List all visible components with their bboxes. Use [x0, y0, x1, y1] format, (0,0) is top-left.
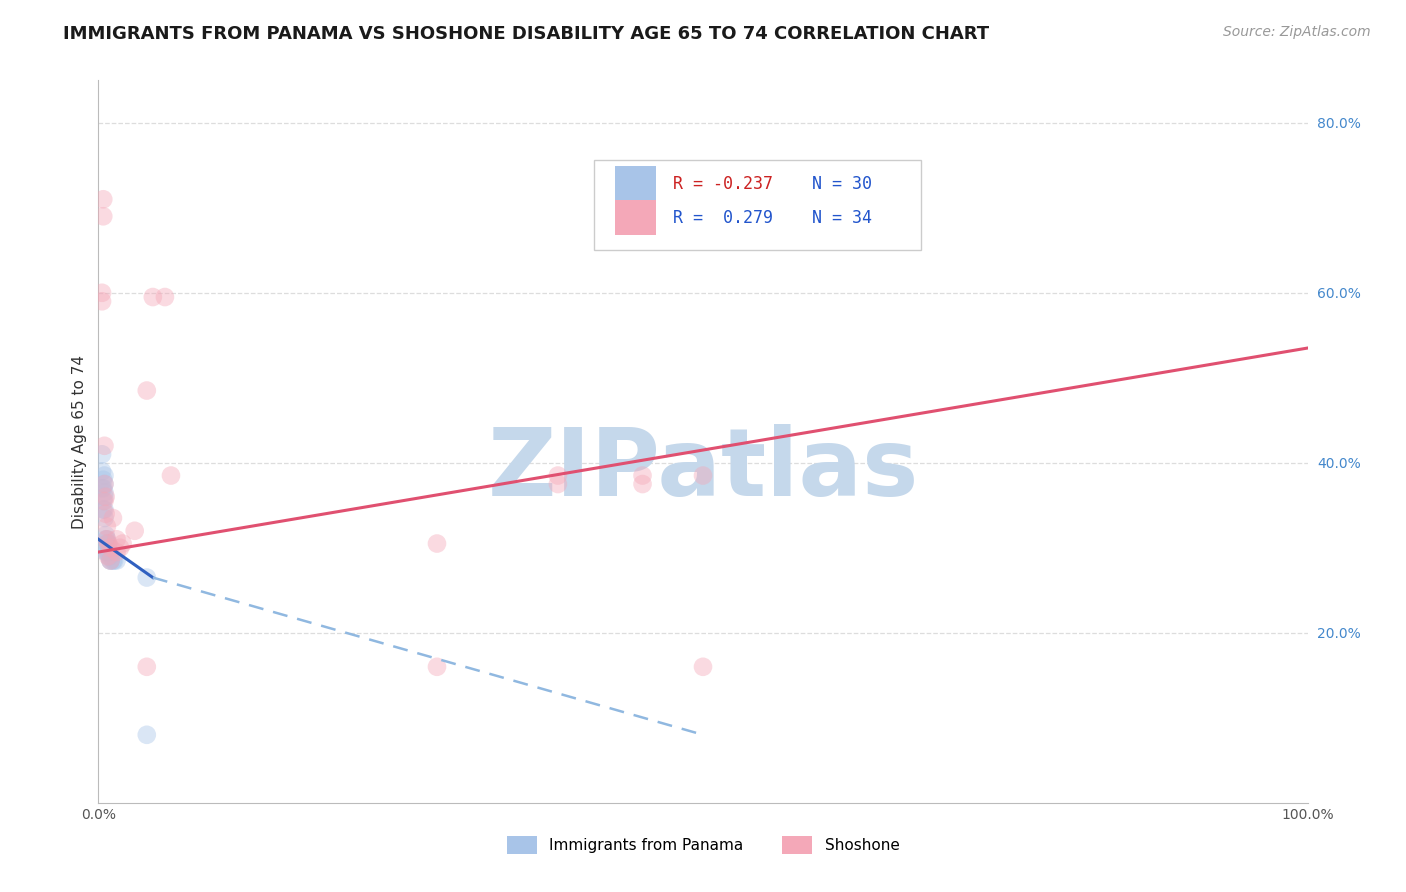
- Point: [94, 528, 117, 542]
- Text: IMMIGRANTS FROM PANAMA VS SHOSHONE DISABILITY AGE 65 TO 74 CORRELATION CHART: IMMIGRANTS FROM PANAMA VS SHOSHONE DISAB…: [63, 25, 990, 43]
- Point: [93, 439, 115, 453]
- Point: [91, 481, 114, 495]
- Point: [91, 481, 114, 495]
- Point: [94, 507, 117, 521]
- Text: R =  0.279: R = 0.279: [672, 209, 773, 227]
- Point: [91, 447, 114, 461]
- Point: [160, 468, 183, 483]
- Point: [97, 549, 120, 564]
- Point: [426, 660, 449, 674]
- Point: [96, 545, 118, 559]
- Point: [96, 519, 118, 533]
- Point: [93, 511, 115, 525]
- Point: [91, 464, 114, 478]
- Point: [93, 468, 115, 483]
- Point: [101, 511, 124, 525]
- Point: [93, 494, 115, 508]
- Point: [97, 545, 120, 559]
- Point: [96, 533, 118, 547]
- Point: [100, 541, 122, 555]
- Point: [631, 468, 654, 483]
- Point: [94, 545, 117, 559]
- Point: [91, 494, 114, 508]
- Point: [692, 468, 714, 483]
- Point: [135, 728, 157, 742]
- Point: [135, 570, 157, 584]
- FancyBboxPatch shape: [614, 166, 655, 201]
- Point: [91, 294, 114, 309]
- Point: [93, 502, 115, 516]
- Text: R = -0.237: R = -0.237: [672, 175, 773, 193]
- Point: [105, 553, 128, 567]
- Point: [100, 553, 122, 567]
- Point: [100, 553, 122, 567]
- Text: N = 30: N = 30: [811, 175, 872, 193]
- Point: [91, 473, 114, 487]
- Point: [547, 468, 569, 483]
- Point: [93, 477, 115, 491]
- Y-axis label: Disability Age 65 to 74: Disability Age 65 to 74: [72, 354, 87, 529]
- Point: [101, 553, 124, 567]
- Point: [97, 536, 120, 550]
- Legend: Immigrants from Panama, Shoshone: Immigrants from Panama, Shoshone: [501, 830, 905, 860]
- Text: Source: ZipAtlas.com: Source: ZipAtlas.com: [1223, 25, 1371, 39]
- Point: [98, 545, 121, 559]
- Point: [91, 285, 114, 300]
- Point: [426, 536, 449, 550]
- Point: [105, 545, 128, 559]
- FancyBboxPatch shape: [614, 200, 655, 235]
- Point: [103, 553, 125, 567]
- Point: [93, 485, 115, 500]
- Text: ZIPatlas: ZIPatlas: [488, 425, 918, 516]
- Point: [98, 549, 121, 564]
- Text: N = 34: N = 34: [811, 209, 872, 227]
- Point: [100, 553, 122, 567]
- Point: [96, 533, 118, 547]
- Point: [91, 192, 114, 206]
- Point: [94, 490, 117, 504]
- Point: [692, 660, 714, 674]
- Point: [124, 524, 146, 538]
- Point: [96, 536, 118, 550]
- Point: [94, 533, 117, 547]
- Point: [97, 536, 120, 550]
- Point: [135, 660, 157, 674]
- Point: [108, 541, 131, 555]
- FancyBboxPatch shape: [595, 160, 921, 250]
- Point: [91, 209, 114, 223]
- Point: [142, 290, 165, 304]
- Point: [153, 290, 176, 304]
- Point: [631, 477, 654, 491]
- Point: [93, 477, 115, 491]
- Point: [105, 533, 128, 547]
- Point: [547, 477, 569, 491]
- Point: [93, 490, 115, 504]
- Point: [135, 384, 157, 398]
- Point: [91, 502, 114, 516]
- Point: [111, 536, 134, 550]
